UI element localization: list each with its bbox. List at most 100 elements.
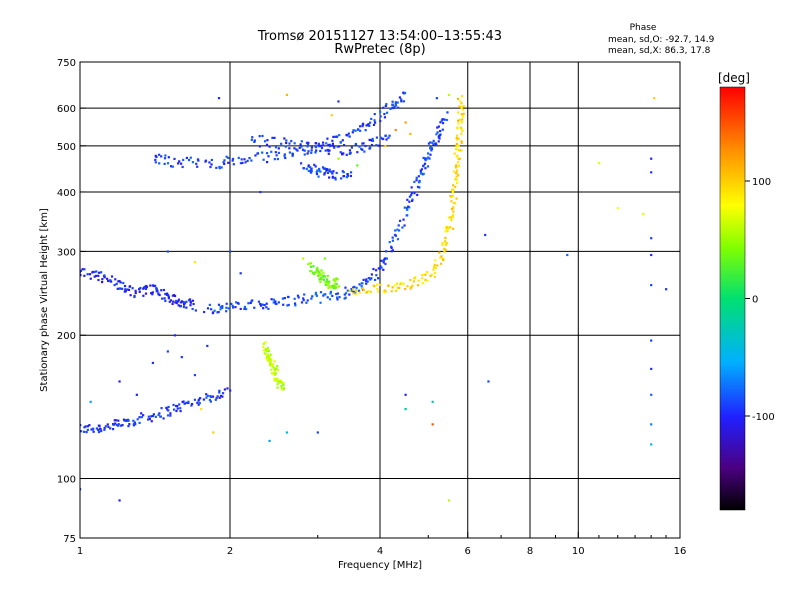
data-point [246, 159, 249, 162]
data-point [323, 257, 327, 260]
data-point [158, 162, 161, 165]
data-point [282, 303, 285, 306]
data-point [291, 154, 294, 157]
data-point [353, 285, 356, 289]
data-point [159, 415, 162, 418]
data-point [117, 419, 120, 422]
data-point [303, 293, 306, 296]
data-point [457, 148, 460, 152]
data-point [231, 159, 234, 162]
data-point [456, 154, 459, 157]
data-point [358, 283, 361, 286]
data-point [285, 431, 288, 434]
data-point [80, 269, 83, 272]
data-point [380, 266, 383, 269]
data-point [307, 164, 310, 167]
data-point [366, 291, 369, 294]
data-point [119, 281, 122, 284]
data-point [203, 310, 206, 314]
data-point [280, 384, 283, 387]
data-point [642, 212, 645, 215]
data-point [446, 230, 449, 233]
data-point [455, 166, 458, 169]
data-point [114, 422, 117, 425]
data-point [455, 144, 458, 147]
data-point [189, 304, 192, 307]
data-points [80, 91, 668, 502]
y-tick-label: 750 [57, 58, 76, 69]
data-point [369, 290, 372, 293]
data-point [434, 271, 437, 275]
data-point [369, 146, 372, 149]
data-point [435, 133, 438, 136]
data-point [293, 297, 296, 300]
data-point [373, 121, 377, 124]
data-point [218, 391, 221, 394]
data-point [97, 430, 101, 434]
x-tick-label: 10 [572, 546, 585, 557]
data-point [142, 294, 145, 297]
data-point [451, 191, 455, 194]
data-point [402, 91, 405, 94]
data-point [400, 98, 403, 101]
data-point [92, 427, 95, 430]
data-point [359, 129, 362, 132]
data-point [183, 402, 186, 405]
data-point [333, 287, 336, 290]
data-point [306, 145, 309, 148]
data-point [118, 499, 121, 502]
data-point [365, 282, 368, 285]
data-point [305, 141, 309, 144]
data-point [298, 146, 301, 149]
data-point [280, 388, 284, 391]
data-point [221, 395, 224, 398]
data-point [309, 170, 312, 173]
data-point [180, 356, 183, 359]
data-point [431, 141, 434, 144]
data-point [127, 288, 131, 292]
data-point [650, 253, 653, 257]
data-point [115, 282, 118, 285]
x-tick-label: 8 [527, 546, 533, 557]
data-point [121, 287, 124, 290]
data-point [326, 296, 329, 299]
data-point [312, 265, 315, 268]
data-point [319, 280, 322, 284]
data-point [318, 167, 321, 171]
data-point [196, 158, 200, 161]
data-point [265, 152, 269, 155]
data-point [193, 398, 196, 401]
data-point [310, 149, 313, 152]
data-point [86, 428, 89, 431]
data-point [389, 107, 392, 110]
stats-header: Phase [630, 23, 657, 33]
data-point [370, 277, 373, 280]
data-point [125, 419, 128, 422]
data-point [142, 287, 145, 290]
data-point [208, 303, 211, 307]
data-point [88, 273, 92, 276]
data-point [310, 146, 313, 149]
data-point [158, 153, 161, 156]
data-point [460, 102, 463, 105]
data-point [447, 226, 450, 229]
data-point [319, 149, 322, 153]
data-point [449, 226, 452, 229]
colorbar-ticks: 100 0 -100 [745, 177, 775, 423]
data-point [650, 443, 653, 446]
data-point [319, 291, 323, 294]
data-point [403, 224, 406, 227]
data-point [413, 180, 416, 184]
data-point [317, 144, 320, 147]
data-point [163, 297, 166, 300]
data-point [394, 101, 398, 104]
data-point [118, 280, 121, 283]
data-point [213, 309, 216, 312]
data-point [352, 292, 355, 295]
data-point [189, 300, 192, 303]
data-point [445, 227, 448, 230]
data-point [451, 216, 455, 219]
data-point [274, 146, 278, 149]
data-point [126, 288, 129, 291]
data-point [382, 261, 385, 264]
